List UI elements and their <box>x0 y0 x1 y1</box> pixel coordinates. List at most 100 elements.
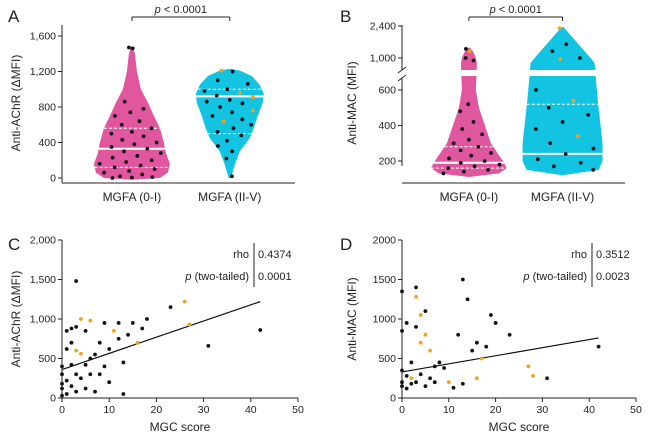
data-point <box>88 356 93 361</box>
data-point <box>551 164 556 169</box>
data-point <box>560 120 565 124</box>
data-point <box>215 144 220 148</box>
data-point <box>240 101 245 106</box>
y-tick-label: 500 <box>378 353 396 365</box>
data-point <box>482 159 487 163</box>
data-point <box>113 113 117 118</box>
data-point <box>74 389 79 394</box>
data-point <box>460 127 465 131</box>
data-point <box>230 174 234 179</box>
data-point <box>507 332 512 337</box>
data-point <box>225 87 230 92</box>
data-point <box>474 376 479 381</box>
panel-c-letter: C <box>8 235 20 254</box>
panel-d: D 0 500 1000 1500 2000 0 10 20 30 40 50 MGC score Ant… <box>340 235 642 435</box>
data-point <box>471 58 476 63</box>
data-point <box>187 322 192 327</box>
x-category-label: MGFA (0-I) <box>103 190 162 204</box>
data-point <box>60 364 64 369</box>
data-point <box>245 82 250 86</box>
data-point <box>124 160 129 164</box>
data-point <box>88 318 93 323</box>
data-point <box>122 149 126 154</box>
x-tick-label: 20 <box>490 404 502 416</box>
data-point <box>116 336 121 341</box>
data-point <box>152 167 157 172</box>
violin-break-gap <box>512 70 613 76</box>
data-point <box>437 360 442 365</box>
data-point <box>130 129 134 134</box>
stats-rho-value: 0.3512 <box>596 249 630 261</box>
stats-p-value: 0.0001 <box>258 271 292 283</box>
data-point <box>97 340 102 345</box>
data-point <box>458 148 463 153</box>
data-point <box>119 122 124 127</box>
panel-a-letter: A <box>8 7 20 26</box>
axis-break-mark <box>397 66 407 74</box>
data-point <box>546 105 551 110</box>
significance-label: p < 0.0001 <box>489 4 542 16</box>
y-tick-label: 1,000 <box>370 53 396 65</box>
data-point <box>493 321 498 325</box>
data-point <box>596 344 601 349</box>
data-point <box>476 144 481 149</box>
stats-p-value: 0.0023 <box>596 271 630 283</box>
data-point <box>64 328 69 333</box>
data-point <box>110 176 115 180</box>
data-point <box>60 386 64 391</box>
data-point <box>64 347 69 351</box>
stats-rho-label: rho <box>233 249 249 261</box>
x-category-label: MGFA (II-V) <box>531 190 594 204</box>
x-tick-label: 40 <box>583 404 595 416</box>
data-point <box>418 340 423 345</box>
data-point <box>149 158 154 163</box>
data-point <box>467 137 471 142</box>
x-axis-label: MGC score <box>489 420 550 434</box>
data-point <box>432 380 437 385</box>
y-axis-label: Anti-MAC (MFI) <box>345 277 359 360</box>
data-point <box>121 392 126 396</box>
data-point <box>464 46 468 51</box>
data-point <box>465 297 470 302</box>
data-point <box>404 321 409 325</box>
data-point <box>446 166 451 171</box>
x-tick-label: 0 <box>59 404 65 416</box>
data-point <box>231 126 236 131</box>
stats-rho-value: 0.4374 <box>258 249 292 261</box>
regression-line <box>401 337 599 373</box>
stats-p-label: p (two-tailed) <box>184 271 249 283</box>
data-point <box>409 381 414 386</box>
data-point <box>225 138 229 143</box>
data-point <box>93 352 97 357</box>
data-point <box>531 373 535 378</box>
data-point <box>135 340 140 345</box>
data-point <box>60 372 64 377</box>
data-point <box>60 393 64 398</box>
data-point <box>69 362 74 367</box>
panel-d-letter: D <box>340 235 352 254</box>
data-point <box>404 386 409 391</box>
data-point <box>484 344 489 349</box>
data-point <box>400 380 404 385</box>
data-point <box>533 127 538 131</box>
data-point <box>251 108 255 113</box>
data-point <box>102 364 107 369</box>
data-point <box>202 89 207 93</box>
data-point <box>472 164 477 169</box>
y-tick-label: 2,400 <box>370 21 396 33</box>
data-point <box>102 170 106 175</box>
data-point <box>497 162 502 167</box>
data-point <box>479 356 484 361</box>
y-tick-label: 1,200 <box>30 66 56 78</box>
data-point <box>74 325 79 329</box>
data-point <box>109 145 114 149</box>
panel-c: C 0 500 1,000 1,500 2,000 0 10 20 30 40 50 MGC score… <box>8 235 304 435</box>
y-axis-label: Anti-AChR (ΔMFI) <box>9 55 23 152</box>
data-point <box>110 155 115 160</box>
y-tick-label: 0 <box>50 393 56 405</box>
y-tick-label: 2,000 <box>30 235 56 247</box>
data-point <box>249 122 254 127</box>
data-point <box>130 46 135 51</box>
data-point <box>534 88 538 92</box>
data-point <box>460 381 465 386</box>
